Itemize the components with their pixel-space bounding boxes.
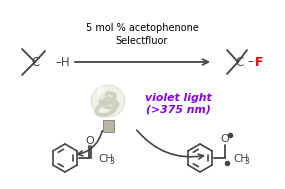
Ellipse shape [97,86,105,100]
Text: –H: –H [55,56,70,68]
Text: (>375 nm): (>375 nm) [146,105,210,115]
Text: O: O [221,135,229,145]
Text: F: F [255,56,263,68]
FancyBboxPatch shape [103,120,113,132]
Text: Selectfluor: Selectfluor [116,36,168,46]
Text: C: C [32,57,40,70]
Text: 3: 3 [244,156,249,166]
Text: CH: CH [233,154,248,164]
Text: 5 mol % acetophenone: 5 mol % acetophenone [86,23,198,33]
Ellipse shape [91,85,125,117]
Text: violet light: violet light [144,93,211,103]
Text: 3: 3 [109,156,114,166]
Text: –: – [247,56,253,68]
Text: CH: CH [98,154,113,164]
Text: O: O [86,136,94,146]
Text: C: C [235,57,243,70]
